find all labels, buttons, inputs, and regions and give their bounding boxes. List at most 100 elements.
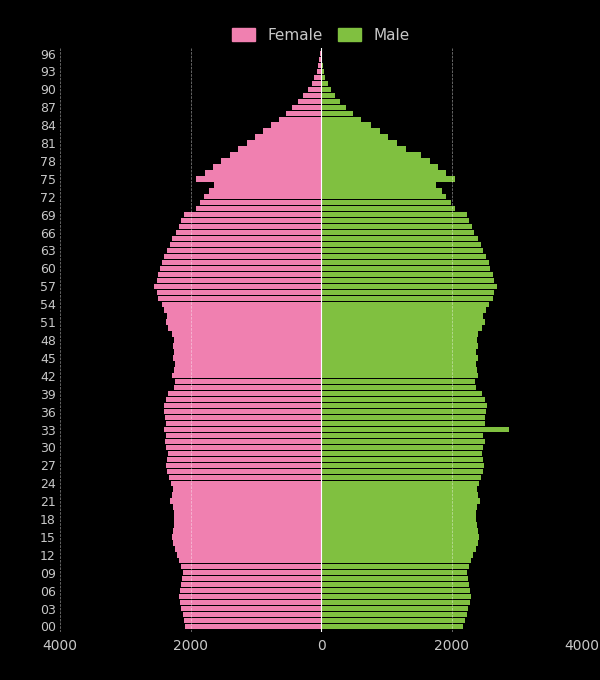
Bar bbox=[180, 600, 321, 605]
Bar bbox=[173, 486, 321, 492]
Bar bbox=[321, 152, 421, 158]
Bar bbox=[321, 105, 346, 110]
Bar bbox=[321, 284, 497, 289]
Bar bbox=[167, 313, 321, 319]
Bar bbox=[176, 230, 321, 235]
Bar bbox=[321, 206, 455, 211]
Bar bbox=[165, 439, 321, 444]
Bar bbox=[321, 129, 380, 134]
Bar bbox=[321, 266, 490, 271]
Bar bbox=[321, 135, 388, 140]
Bar bbox=[321, 516, 476, 522]
Bar bbox=[321, 397, 485, 403]
Bar bbox=[177, 552, 321, 558]
Bar bbox=[321, 158, 430, 164]
Bar bbox=[321, 576, 468, 581]
Bar bbox=[173, 528, 321, 534]
Bar bbox=[321, 534, 479, 540]
Bar bbox=[292, 105, 321, 110]
Bar bbox=[321, 200, 451, 205]
Bar bbox=[182, 612, 321, 617]
Bar bbox=[321, 307, 486, 313]
Bar bbox=[321, 313, 484, 319]
Bar bbox=[321, 373, 478, 379]
Bar bbox=[321, 624, 463, 629]
Bar bbox=[175, 379, 321, 384]
Bar bbox=[174, 385, 321, 390]
Bar bbox=[321, 475, 481, 480]
Bar bbox=[321, 481, 479, 486]
Bar bbox=[321, 92, 335, 98]
Bar bbox=[175, 361, 321, 367]
Bar bbox=[173, 337, 321, 343]
Bar bbox=[164, 403, 321, 408]
Bar bbox=[182, 570, 321, 575]
Bar bbox=[167, 457, 321, 462]
Bar bbox=[321, 582, 469, 588]
Bar bbox=[172, 534, 321, 540]
Bar bbox=[321, 277, 494, 283]
Bar bbox=[321, 594, 472, 599]
Bar bbox=[321, 552, 473, 558]
Bar bbox=[184, 618, 321, 623]
Bar bbox=[167, 469, 321, 474]
Bar bbox=[247, 140, 321, 146]
Bar bbox=[321, 122, 371, 128]
Bar bbox=[321, 230, 475, 235]
Bar bbox=[321, 570, 467, 575]
Bar bbox=[158, 296, 321, 301]
Bar bbox=[321, 176, 455, 182]
Bar bbox=[321, 140, 397, 146]
Bar bbox=[196, 206, 321, 211]
Bar bbox=[179, 558, 321, 564]
Bar bbox=[321, 403, 487, 408]
Bar bbox=[321, 409, 486, 414]
Bar bbox=[174, 350, 321, 355]
Bar bbox=[321, 546, 476, 551]
Bar bbox=[169, 326, 321, 330]
Bar bbox=[321, 457, 483, 462]
Bar bbox=[173, 511, 321, 515]
Bar bbox=[205, 170, 321, 175]
Bar bbox=[278, 116, 321, 122]
Bar bbox=[321, 618, 465, 623]
Bar bbox=[170, 242, 321, 248]
Bar bbox=[185, 624, 321, 629]
Bar bbox=[321, 469, 483, 474]
Bar bbox=[170, 498, 321, 504]
Bar bbox=[181, 606, 321, 611]
Bar bbox=[321, 170, 446, 175]
Bar bbox=[174, 516, 321, 522]
Bar bbox=[321, 361, 476, 367]
Bar bbox=[321, 301, 488, 307]
Bar bbox=[321, 194, 446, 199]
Bar bbox=[321, 69, 324, 74]
Bar bbox=[166, 432, 321, 438]
Bar bbox=[321, 63, 323, 68]
Bar bbox=[179, 594, 321, 599]
Bar bbox=[321, 116, 361, 122]
Bar bbox=[167, 248, 321, 253]
Bar bbox=[321, 337, 477, 343]
Bar bbox=[321, 606, 468, 611]
Bar bbox=[214, 165, 321, 169]
Bar bbox=[321, 86, 331, 92]
Bar bbox=[162, 260, 321, 265]
Bar bbox=[321, 290, 494, 295]
Bar bbox=[166, 421, 321, 426]
Bar bbox=[321, 242, 481, 248]
Bar bbox=[321, 445, 484, 450]
Bar bbox=[255, 135, 321, 140]
Bar bbox=[321, 212, 467, 218]
Bar bbox=[172, 373, 321, 379]
Bar bbox=[204, 194, 321, 199]
Bar bbox=[321, 558, 471, 564]
Bar bbox=[271, 122, 321, 128]
Bar bbox=[311, 81, 321, 86]
Bar bbox=[173, 367, 321, 373]
Bar bbox=[321, 367, 477, 373]
Bar bbox=[169, 475, 321, 480]
Bar bbox=[321, 588, 470, 594]
Bar bbox=[321, 432, 484, 438]
Bar bbox=[175, 546, 321, 551]
